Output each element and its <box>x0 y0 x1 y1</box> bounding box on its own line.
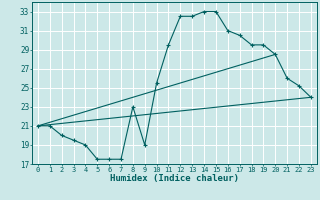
X-axis label: Humidex (Indice chaleur): Humidex (Indice chaleur) <box>110 174 239 183</box>
